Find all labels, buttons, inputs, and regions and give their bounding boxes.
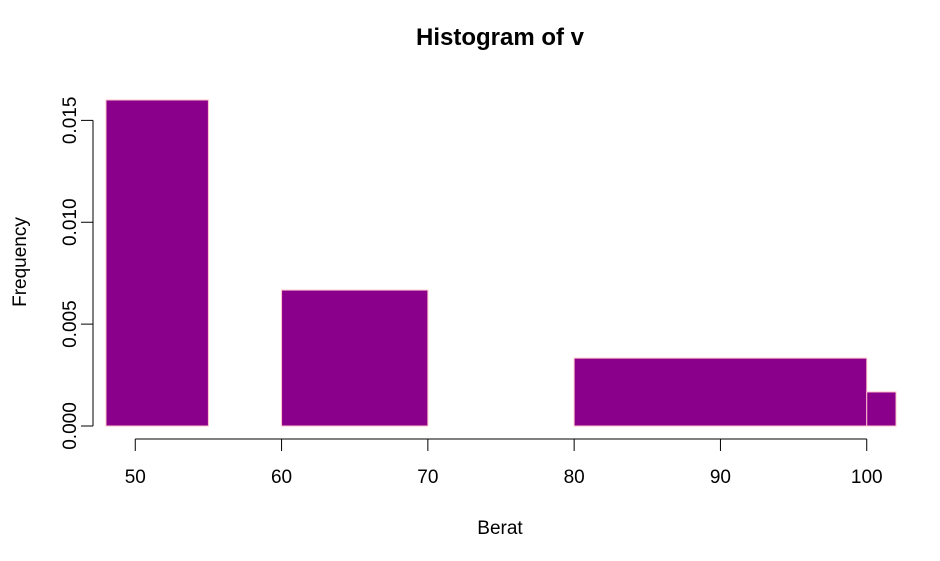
x-axis: 50 60 70 80 90 100: [125, 438, 883, 488]
x-tick-label-1: 60: [271, 467, 292, 488]
histogram-bar-5: [866, 391, 897, 427]
x-tick-label-4: 90: [710, 467, 731, 488]
histogram-bar-0: [105, 99, 209, 427]
x-tick-label-2: 70: [417, 467, 438, 488]
x-axis-label: Berat: [477, 518, 523, 539]
y-tick-label-2: 0.010: [60, 198, 81, 246]
x-tick-label-3: 80: [564, 467, 585, 488]
histogram-bar-2: [281, 289, 429, 427]
y-axis: 0.000 0.005 0.010 0.015: [60, 97, 94, 450]
histogram-bar-4: [573, 357, 868, 427]
y-tick-label-1: 0.005: [60, 300, 81, 348]
y-tick-label-0: 0.000: [60, 402, 81, 450]
x-tick-label-5: 100: [851, 467, 883, 488]
bars-group: [105, 99, 897, 427]
y-axis-label: Frequency: [10, 217, 31, 307]
x-tick-label-0: 50: [125, 467, 146, 488]
y-tick-label-3: 0.015: [60, 97, 81, 145]
chart-title: Histogram of v: [416, 24, 585, 51]
